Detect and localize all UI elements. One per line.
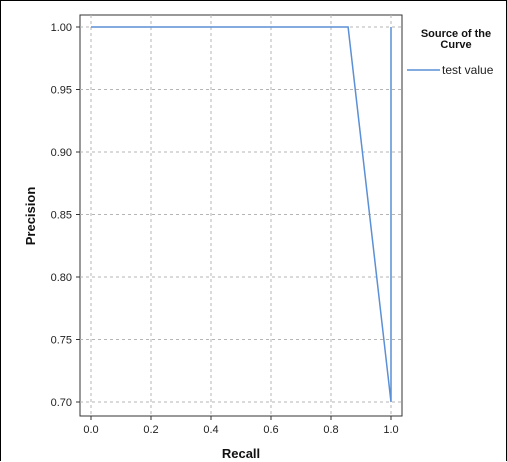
y-tick-label: 0.85 xyxy=(51,210,72,222)
x-axis-ticks: 0.0 0.2 0.4 0.6 0.8 1.0 xyxy=(83,416,399,436)
series-line-test-value xyxy=(91,26,392,403)
y-axis-ticks: 0.70 0.75 0.80 0.85 0.90 0.95 1.00 xyxy=(51,22,80,409)
legend: Source of the Curve test value xyxy=(407,28,494,77)
x-tick-label: 0.2 xyxy=(143,424,158,436)
x-tick-label: 0.6 xyxy=(263,424,278,436)
y-tick-label: 0.80 xyxy=(51,272,72,284)
y-tick-label: 0.95 xyxy=(51,85,72,97)
x-tick-label: 0.8 xyxy=(323,424,338,436)
plot-area xyxy=(79,14,403,417)
y-tick-label: 0.90 xyxy=(51,147,72,159)
series-layer xyxy=(91,26,392,403)
x-tick-label: 0.4 xyxy=(203,424,218,436)
x-tick-label: 1.0 xyxy=(383,424,398,436)
x-axis-title: Recall xyxy=(222,446,260,461)
y-axis-title: Precision xyxy=(23,187,38,246)
legend-title-line1: Source of the xyxy=(421,28,491,40)
y-tick-label: 0.70 xyxy=(51,397,72,409)
x-tick-label: 0.0 xyxy=(83,424,98,436)
y-tick-label: 0.75 xyxy=(51,335,72,347)
legend-title-line2: Curve xyxy=(440,39,471,51)
legend-label-test-value: test value xyxy=(442,63,494,77)
y-tick-label: 1.00 xyxy=(51,22,72,34)
